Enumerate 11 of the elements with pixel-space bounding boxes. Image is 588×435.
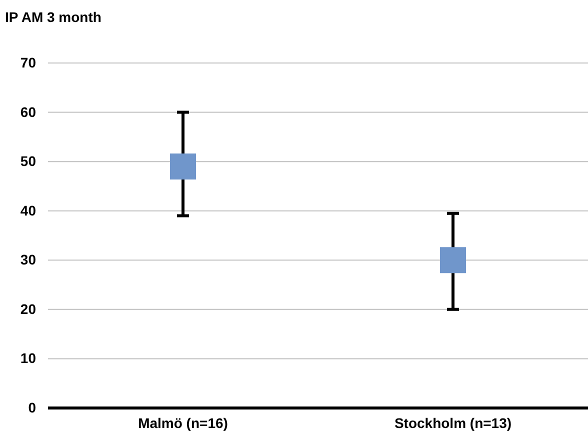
y-tick-label: 0 — [28, 399, 36, 416]
y-tick-label: 40 — [20, 202, 36, 218]
y-tick-label: 50 — [20, 153, 36, 170]
x-tick-label: Malmö (n=16) — [138, 414, 228, 431]
x-tick-label: Stockholm (n=13) — [394, 414, 512, 431]
y-tick-label: 70 — [20, 54, 36, 70]
y-tick-label: 60 — [20, 104, 36, 120]
y-tick-label: 20 — [20, 300, 36, 317]
y-tick-label: 10 — [20, 350, 36, 366]
y-axis-title: IP AM 3 month — [5, 9, 102, 25]
y-tick-label: 30 — [20, 252, 36, 268]
